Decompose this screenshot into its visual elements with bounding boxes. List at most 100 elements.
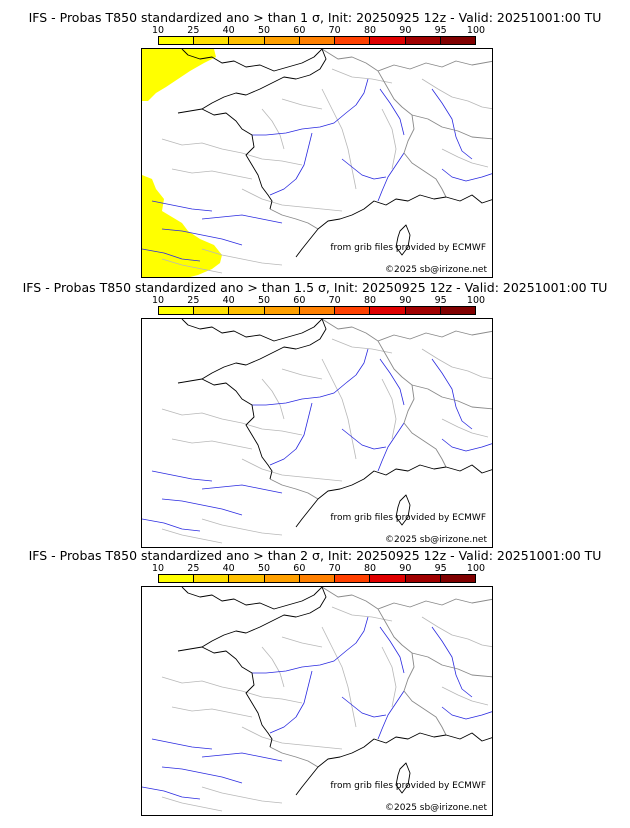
probability-scale-labels: 10 25 40 50 60 70 80 90 95 100	[152, 25, 485, 36]
river	[441, 168, 492, 182]
scale-tick-label: 50	[257, 25, 271, 36]
scale-tick-label: 25	[187, 563, 200, 574]
river	[252, 616, 369, 674]
admin-boundary	[321, 358, 357, 460]
admin-boundary	[281, 636, 323, 648]
probability-area	[142, 49, 216, 101]
river	[377, 690, 405, 740]
admin-boundary	[171, 168, 253, 180]
scale-swatch	[335, 37, 371, 44]
admin-boundary	[331, 68, 393, 84]
scale-tick-label: 10	[151, 295, 165, 306]
scale-swatch	[159, 307, 195, 314]
probability-area	[142, 175, 222, 277]
france-map	[142, 49, 492, 277]
river	[379, 88, 405, 136]
coastline	[201, 646, 492, 796]
river	[161, 498, 243, 516]
admin-boundary	[421, 348, 492, 380]
scale-tick-label: 60	[293, 563, 306, 574]
scale-tick-label: 70	[328, 563, 341, 574]
scale-tick-label: 10	[151, 25, 165, 36]
admin-boundary	[201, 786, 283, 804]
admin-boundary	[261, 378, 285, 420]
river	[201, 214, 283, 224]
scale-tick-label: 80	[363, 563, 377, 574]
scale-swatch	[194, 307, 230, 314]
scale-swatch	[299, 307, 336, 314]
admin-boundary	[161, 796, 223, 812]
admin-boundary	[331, 606, 393, 622]
scale-tick-label: 60	[293, 295, 306, 306]
river	[441, 438, 492, 452]
probability-color-scale	[158, 306, 476, 315]
river	[161, 766, 243, 784]
map-area: from grib files provided by ECMWF ©2025 …	[141, 48, 493, 278]
coastline	[181, 319, 323, 342]
map-area: from grib files provided by ECMWF ©2025 …	[141, 586, 493, 816]
scale-tick-label: 70	[328, 295, 341, 306]
river	[142, 786, 201, 800]
credit-source: from grib files provided by ECMWF	[330, 781, 486, 791]
scale-swatch	[370, 37, 406, 44]
france-map	[142, 319, 492, 544]
scale-swatch	[335, 307, 371, 314]
scale-tick-label: 80	[363, 25, 377, 36]
river	[151, 200, 213, 212]
river	[161, 228, 243, 246]
scale-tick-label: 40	[222, 295, 235, 306]
scale-swatch	[299, 37, 336, 44]
admin-boundary	[321, 626, 357, 728]
admin-boundary	[161, 258, 223, 274]
probability-scale-labels: 10 25 40 50 60 70 80 90 95 100	[152, 563, 485, 574]
admin-boundary	[281, 368, 323, 380]
scale-tick-label: 60	[293, 25, 306, 36]
scale-swatch	[370, 307, 406, 314]
scale-tick-label: 70	[328, 25, 341, 36]
scale-tick-label: 90	[399, 563, 412, 574]
scale-tick-label: 40	[222, 25, 235, 36]
scale-swatch	[159, 37, 195, 44]
scale-tick-label: 90	[399, 295, 412, 306]
scale-swatch	[264, 575, 300, 582]
country-border	[269, 49, 492, 230]
admin-boundary	[171, 706, 253, 718]
river	[341, 696, 387, 718]
scale-tick-label: 50	[257, 295, 271, 306]
river	[151, 738, 213, 750]
country-border	[269, 587, 492, 768]
scale-swatch	[229, 307, 265, 314]
admin-boundary	[321, 88, 357, 190]
admin-boundary	[381, 108, 397, 170]
river	[341, 158, 387, 180]
scale-tick-label: 95	[434, 295, 447, 306]
credit-source: from grib files provided by ECMWF	[330, 513, 486, 523]
coastline	[181, 587, 323, 610]
probability-scale-labels: 10 25 40 50 60 70 80 90 95 100	[152, 295, 485, 306]
scale-swatch	[264, 37, 300, 44]
river	[201, 484, 283, 494]
scale-swatch	[159, 575, 195, 582]
admin-boundary	[241, 188, 343, 212]
river	[142, 518, 201, 532]
admin-boundary	[201, 248, 283, 266]
scale-tick-label: 25	[187, 295, 200, 306]
credit-copyright: ©2025 sb@irizone.net	[385, 535, 487, 545]
panel-title: IFS - Probas T850 standardized ano > tha…	[28, 10, 602, 25]
corsica-coastline	[395, 494, 411, 526]
admin-boundary	[421, 78, 492, 110]
river	[431, 626, 473, 698]
scale-swatch	[405, 37, 441, 44]
scale-tick-label: 100	[466, 25, 486, 36]
admin-boundary	[161, 676, 303, 704]
river	[269, 670, 313, 734]
river	[269, 402, 313, 466]
scale-tick-label: 80	[363, 295, 377, 306]
scale-swatch	[370, 575, 406, 582]
admin-boundary	[261, 108, 285, 150]
admin-boundary	[241, 726, 343, 750]
scale-tick-label: 50	[257, 563, 271, 574]
coastline	[201, 378, 492, 528]
scale-tick-label: 100	[466, 295, 486, 306]
scale-tick-label: 90	[399, 25, 412, 36]
